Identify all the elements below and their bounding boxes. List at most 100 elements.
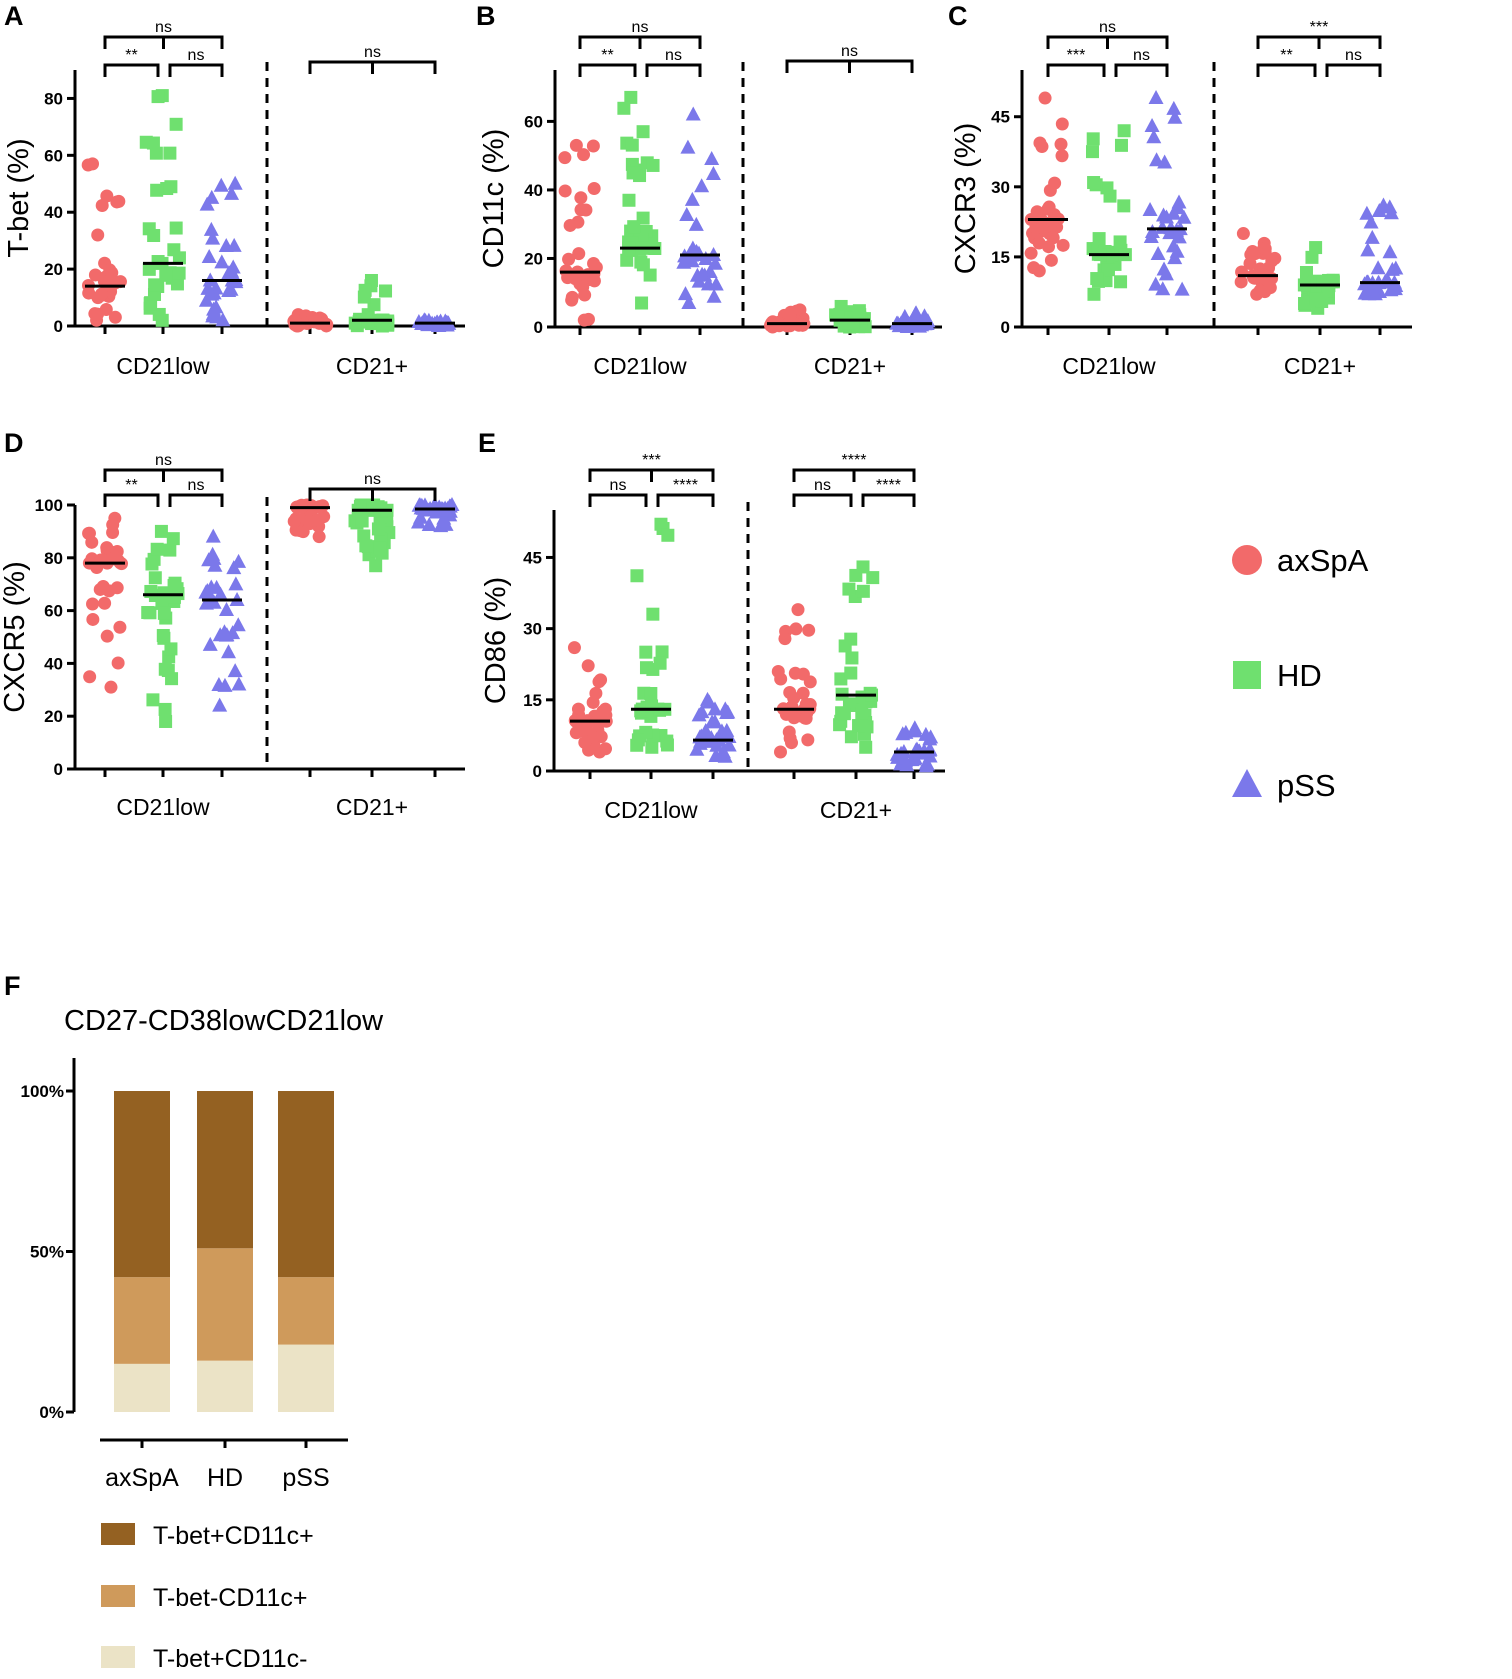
data-point-HD (358, 283, 372, 297)
data-point-axSpA (785, 736, 799, 750)
y-tick-label: 100 (35, 496, 63, 515)
bar-segment-T-bet-CD11c+ (114, 1277, 170, 1364)
data-point-pSS (227, 663, 243, 678)
data-point-pSS (231, 676, 247, 691)
data-point-axSpA (100, 629, 114, 643)
legend-F: T-bet+CD11c+ T-bet-CD11c+ T-bet+CD11c- (101, 1522, 314, 1673)
data-point-HD (844, 666, 858, 680)
data-point-HD (645, 740, 659, 754)
data-point-HD (1100, 181, 1114, 195)
panel-label: B (476, 1, 496, 31)
data-point-HD (837, 707, 851, 721)
data-point-HD (146, 693, 160, 707)
data-point-HD (158, 702, 172, 716)
data-point-pSS (225, 259, 241, 274)
data-point-HD (617, 101, 631, 115)
legend-swatch-T-bet-CD11c+ (101, 1585, 135, 1607)
bar-segment-T-bet+CD11c+ (197, 1091, 253, 1249)
y-tick-label: 0 (534, 318, 543, 337)
data-point-pSS (681, 295, 697, 310)
data-point-HD (1117, 199, 1131, 213)
data-point-HD (636, 258, 650, 272)
data-point-HD (852, 719, 866, 733)
data-point-axSpA (1268, 251, 1282, 265)
data-point-axSpA (86, 597, 100, 611)
data-point-axSpA (86, 612, 100, 626)
bar-segment-T-bet-CD11c+ (278, 1277, 334, 1345)
data-point-HD (852, 304, 866, 318)
data-point-pSS (706, 288, 722, 303)
data-point-HD (643, 268, 657, 282)
y-tick-label: 45 (991, 108, 1010, 127)
data-point-pSS (677, 286, 693, 301)
data-point-pSS (1387, 281, 1403, 296)
data-point-axSpA (104, 680, 118, 694)
data-point-axSpA (91, 228, 105, 242)
stacked-bar-title: CD27-CD38lowCD21low (64, 1005, 384, 1037)
data-point-axSpA (302, 514, 316, 528)
data-point-axSpA (1045, 214, 1059, 228)
data-point-pSS (1143, 228, 1159, 243)
data-point-HD (1309, 292, 1323, 306)
bar-segment-T-bet+CD11c- (278, 1344, 334, 1412)
data-point-axSpA (570, 725, 584, 739)
y-tick-label: 50% (30, 1243, 64, 1262)
data-point-axSpA (292, 318, 306, 332)
data-point-axSpA (569, 138, 583, 152)
data-point-HD (653, 656, 667, 670)
group-label: CD21+ (336, 794, 408, 820)
data-point-HD (842, 582, 856, 596)
y-tick-label: 80 (44, 549, 63, 568)
x-tick-label: pSS (282, 1464, 329, 1492)
data-point-axSpA (1038, 91, 1052, 105)
data-point-axSpA (589, 686, 603, 700)
data-point-axSpA (782, 725, 796, 739)
data-point-HD (631, 733, 645, 747)
significance-label: ns (814, 477, 831, 494)
data-point-HD (655, 645, 669, 659)
data-point-HD (355, 514, 369, 528)
data-point-axSpA (1054, 137, 1068, 151)
y-tick-label: 60 (44, 146, 63, 165)
data-point-axSpA (581, 312, 595, 326)
data-point-HD (834, 672, 848, 686)
data-point-HD (373, 541, 387, 555)
data-point-axSpA (1258, 242, 1272, 256)
data-point-HD (165, 672, 179, 686)
data-point-pSS (899, 757, 915, 772)
group-label: CD21low (1062, 353, 1156, 379)
data-point-HD (635, 296, 649, 310)
data-point-HD (1085, 145, 1099, 159)
data-point-pSS (704, 150, 720, 165)
data-point-pSS (1148, 276, 1164, 291)
data-point-HD (620, 253, 634, 267)
data-point-axSpA (100, 541, 114, 555)
significance-label: ns (632, 19, 649, 36)
y-tick-label: 0 (1001, 318, 1010, 337)
significance-label: *** (1067, 47, 1086, 64)
y-tick-label: 0 (54, 760, 63, 779)
data-point-HD (151, 255, 165, 269)
group-label: CD21low (604, 797, 698, 823)
data-point-axSpA (93, 582, 107, 596)
data-point-HD (849, 568, 863, 582)
data-point-pSS (1167, 250, 1183, 265)
data-point-pSS (685, 106, 701, 121)
data-point-HD (159, 268, 173, 282)
y-tick-label: 45 (523, 548, 542, 567)
data-point-HD (1087, 287, 1101, 301)
data-point-HD (1114, 275, 1128, 289)
data-point-pSS (906, 751, 922, 766)
data-point-axSpA (106, 518, 120, 532)
data-point-HD (163, 543, 177, 557)
bar-segment-T-bet+CD11c- (114, 1363, 170, 1412)
data-point-HD (166, 532, 180, 546)
data-point-pSS (719, 705, 735, 720)
y-tick-label: 30 (523, 620, 542, 639)
y-tick-label: 20 (524, 249, 543, 268)
data-point-HD (626, 166, 640, 180)
data-point-HD (1117, 124, 1131, 138)
